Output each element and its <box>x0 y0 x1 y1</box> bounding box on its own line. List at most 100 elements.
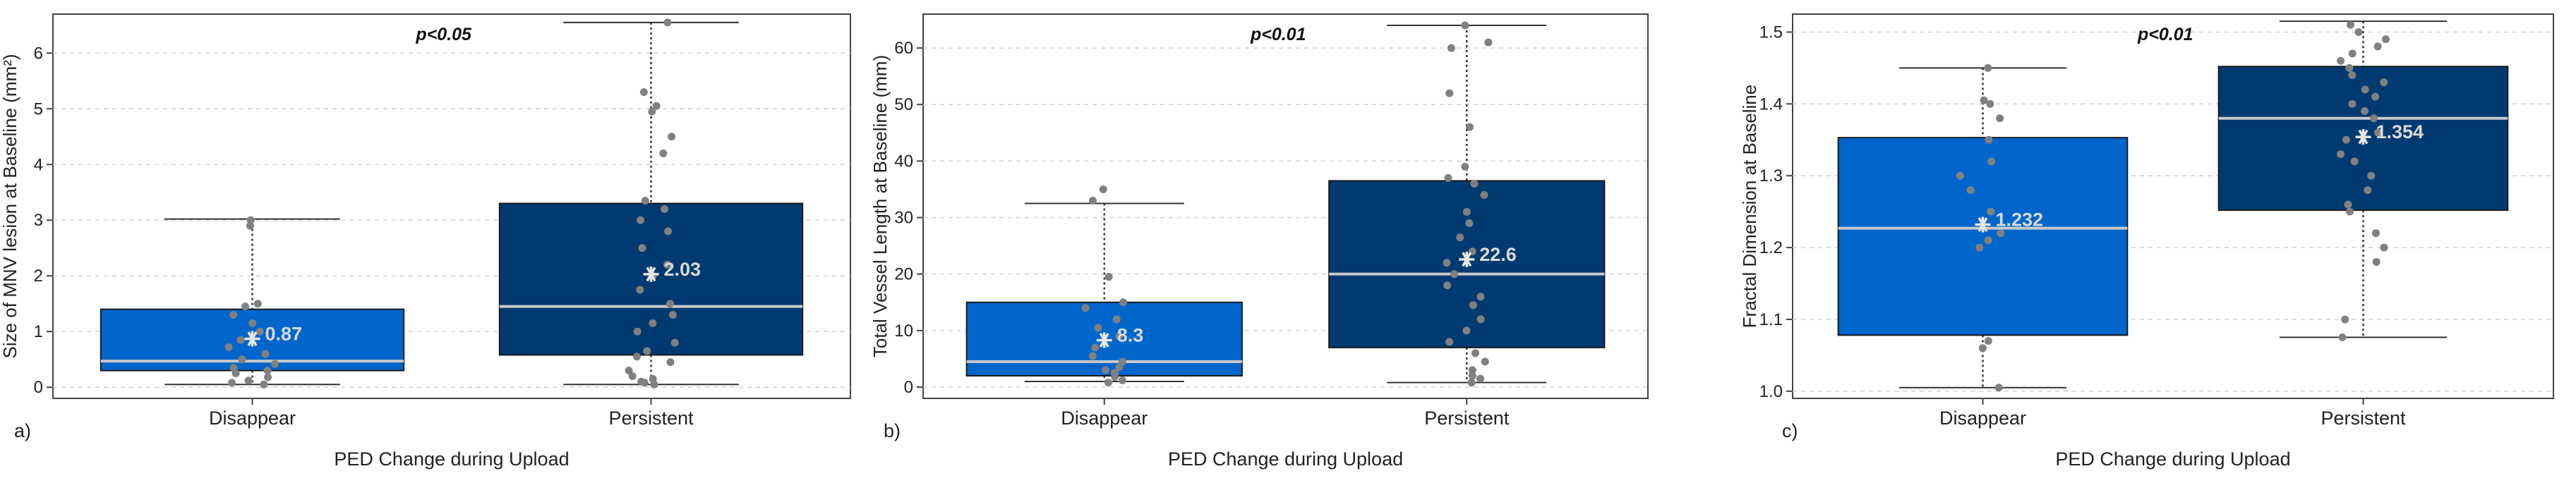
y-tick-label: 20 <box>894 265 913 284</box>
p-value-annotation: p<0.01 <box>1250 25 1306 44</box>
box-disappear: 1.232 <box>1837 63 2129 392</box>
data-point <box>1987 157 1996 166</box>
x-axis-title: PED Change during Upload <box>334 448 569 470</box>
mean-value-label: 2.03 <box>664 259 702 280</box>
data-point <box>2354 27 2363 36</box>
y-axis-title: Fractal Dimension at Baseline <box>1739 85 1760 328</box>
data-point <box>2364 186 2372 195</box>
chart-panel-3: 1.0 1.1 1.2 1.3 1.4 1.5 1.232 Disappear 1.354 Per… <box>1739 13 2554 470</box>
data-point <box>661 204 669 213</box>
mean-marker <box>2355 129 2371 145</box>
panel-label: b) <box>884 420 901 441</box>
data-point <box>1091 343 1100 352</box>
data-point <box>1088 352 1097 360</box>
chart-panel-1: 0 1 2 3 4 5 6 0.87 Disappear 2.03 Persistent p<0.05… <box>0 13 851 470</box>
box-persistent: 22.6 <box>1328 21 1606 387</box>
data-point <box>649 319 657 327</box>
data-point <box>1081 304 1090 312</box>
mean-value-label: 8.3 <box>1117 324 1144 346</box>
y-tick-label: 40 <box>894 152 913 171</box>
data-point <box>228 379 236 387</box>
data-point <box>663 260 671 269</box>
data-point <box>1484 38 1493 47</box>
mean-marker <box>1096 332 1112 348</box>
data-point <box>1115 363 1124 372</box>
data-point <box>1461 21 1469 30</box>
data-point <box>2371 229 2380 238</box>
data-point <box>248 319 257 327</box>
data-point <box>2348 49 2357 58</box>
x-tick-label: Disappear <box>1939 408 2026 429</box>
data-point <box>2380 78 2388 87</box>
data-point <box>1443 259 1451 267</box>
data-point <box>639 88 648 97</box>
data-point <box>2361 85 2369 94</box>
data-point <box>1088 196 1097 204</box>
data-point <box>1984 337 1992 346</box>
data-point <box>229 311 238 319</box>
mean-marker <box>1459 251 1475 267</box>
data-point <box>663 18 672 27</box>
x-axis-title: PED Change during Upload <box>1168 448 1403 470</box>
data-point <box>229 364 238 372</box>
data-point <box>1469 301 1477 310</box>
data-point <box>255 327 264 336</box>
data-point <box>1966 186 1975 195</box>
data-point <box>628 372 637 380</box>
y-axis-title: Size of MNV lesion at Baseline (mm²) <box>0 54 20 358</box>
data-point <box>1470 179 1479 188</box>
data-point <box>2373 42 2382 51</box>
data-point <box>666 300 675 308</box>
data-point <box>1118 376 1126 384</box>
y-tick-label: 50 <box>894 95 913 114</box>
x-tick-label: Disappear <box>1061 408 1148 429</box>
data-point <box>1984 63 1992 72</box>
data-point <box>1115 332 1124 341</box>
data-point <box>1445 338 1454 346</box>
data-point <box>264 373 272 381</box>
box-disappear: 8.3 <box>965 185 1243 387</box>
data-point <box>2348 71 2357 80</box>
data-point <box>652 102 661 110</box>
y-tick-label: 1.4 <box>1759 94 1783 114</box>
data-point <box>1468 372 1476 380</box>
p-value-annotation: p<0.05 <box>415 25 472 44</box>
y-tick-label: 30 <box>894 209 913 228</box>
data-point <box>2337 56 2345 65</box>
data-point <box>2371 92 2380 101</box>
x-axis-title: PED Change during Upload <box>2055 448 2290 470</box>
data-point <box>2372 257 2381 266</box>
data-point <box>659 149 668 157</box>
mean-value-label: 0.87 <box>265 323 303 344</box>
data-point <box>2342 135 2350 144</box>
y-tick-label: 6 <box>34 44 43 63</box>
data-point <box>1956 171 1964 180</box>
data-point <box>668 133 676 141</box>
y-tick-label: 5 <box>34 99 43 118</box>
iqr-box <box>1837 137 2129 336</box>
y-tick-label: 1.3 <box>1759 166 1783 185</box>
data-point <box>2369 114 2378 123</box>
data-point <box>670 338 679 347</box>
data-point <box>632 353 641 361</box>
data-point <box>1101 366 1109 374</box>
data-point <box>1975 243 1984 252</box>
data-point <box>1978 344 1987 353</box>
data-point <box>1462 208 1471 216</box>
data-point <box>1984 236 1992 245</box>
data-point <box>1476 293 1485 301</box>
data-point <box>666 358 675 367</box>
data-point <box>1110 369 1119 377</box>
data-point <box>2346 207 2354 216</box>
box-persistent: 2.03 <box>498 18 804 389</box>
panel-label: a) <box>14 420 31 441</box>
y-tick-label: 1 <box>34 322 43 341</box>
data-point <box>236 336 245 344</box>
y-tick-label: 1.1 <box>1759 310 1783 329</box>
data-point <box>246 216 255 224</box>
x-tick-label: Persistent <box>1424 408 1510 429</box>
x-tick-label: Persistent <box>608 408 694 429</box>
data-point <box>1467 379 1476 387</box>
y-tick-label: 3 <box>34 211 43 230</box>
data-point <box>1997 229 2005 238</box>
